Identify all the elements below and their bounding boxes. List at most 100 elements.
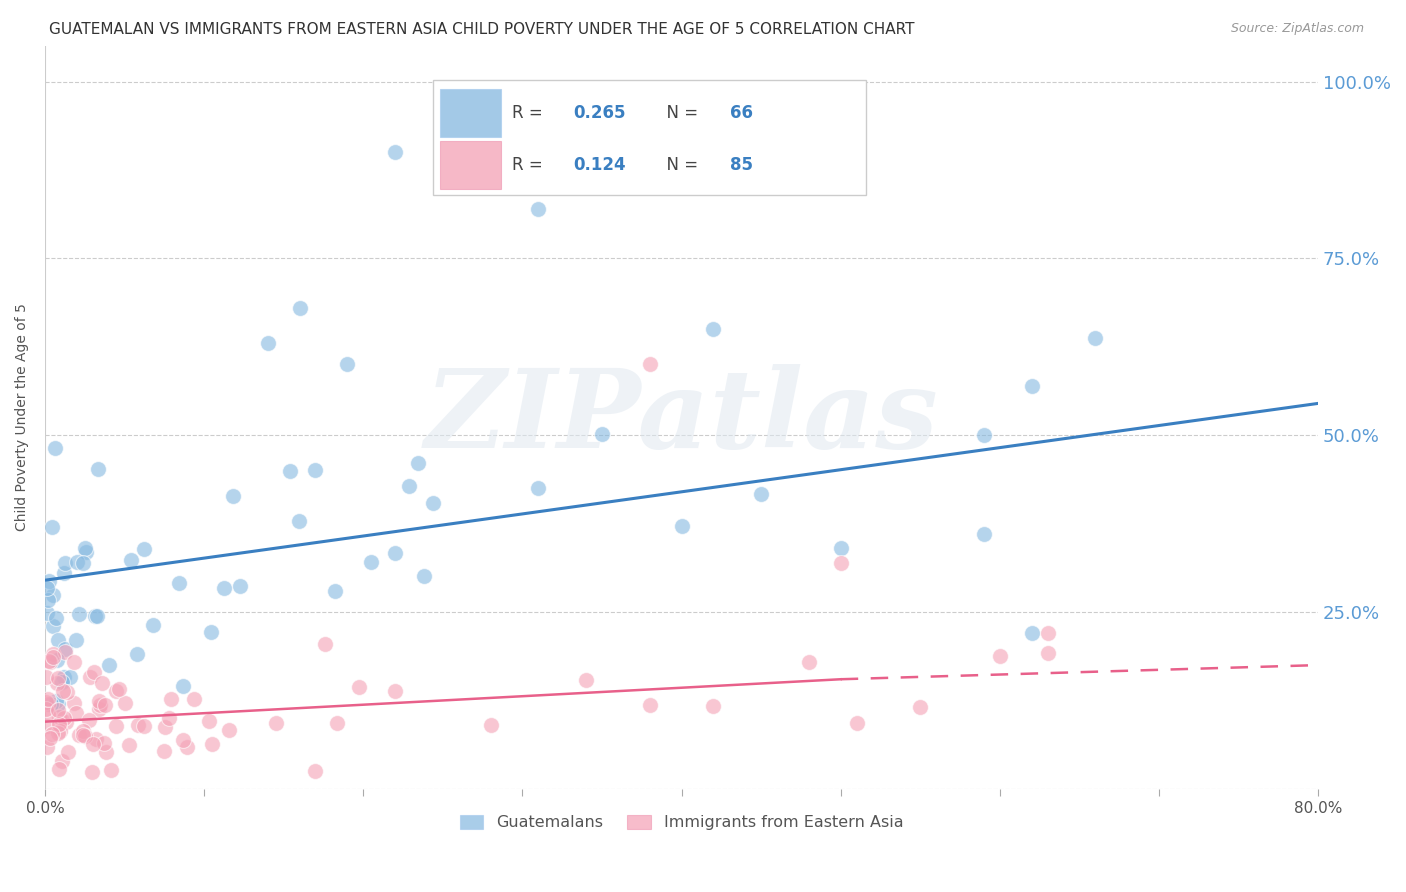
Point: [35, 670, 58, 684]
Point: [72, 723, 94, 738]
Point: [72, 728, 94, 742]
Point: [167, 576, 190, 591]
Point: [79, 670, 101, 684]
Point: [67, 728, 90, 742]
Point: [527, 481, 550, 495]
Point: [314, 637, 336, 651]
Point: [75, 541, 97, 555]
Point: [37, 692, 59, 706]
Point: [83, 665, 105, 680]
Point: [304, 463, 326, 477]
Point: [304, 764, 326, 778]
Text: 0.124: 0.124: [574, 156, 626, 174]
Point: [37, 593, 59, 607]
Point: [46, 633, 69, 648]
Point: [86, 608, 108, 623]
Point: [72, 556, 94, 570]
Point: [114, 696, 136, 710]
Point: [360, 555, 382, 569]
Point: [229, 579, 252, 593]
Point: [42, 650, 65, 665]
Point: [46, 653, 69, 667]
Text: N =: N =: [657, 104, 703, 122]
Point: [198, 714, 221, 728]
Point: [105, 684, 128, 698]
Point: [35, 739, 58, 754]
Point: [278, 464, 301, 478]
Point: [120, 553, 142, 567]
Point: [527, 202, 550, 216]
Point: [89, 698, 111, 712]
Point: [63, 655, 86, 669]
Point: [39, 731, 62, 746]
FancyBboxPatch shape: [440, 141, 501, 189]
Point: [591, 426, 613, 441]
Point: [48, 762, 70, 776]
Point: [75, 729, 97, 743]
Text: 0.265: 0.265: [574, 104, 626, 122]
Point: [118, 738, 141, 752]
Point: [42, 619, 65, 633]
Point: [82, 737, 104, 751]
Point: [45, 676, 67, 690]
Point: [973, 428, 995, 442]
Point: [287, 514, 309, 528]
Text: R =: R =: [512, 104, 548, 122]
Point: [82, 764, 104, 779]
Point: [38, 654, 60, 668]
Point: [384, 684, 406, 698]
Point: [65, 633, 87, 648]
Point: [200, 625, 222, 640]
Point: [107, 681, 129, 696]
Point: [84, 732, 107, 747]
Point: [98, 658, 121, 673]
Point: [52, 683, 75, 698]
Point: [398, 479, 420, 493]
Point: [1036, 626, 1059, 640]
Point: [212, 581, 235, 595]
Point: [160, 691, 183, 706]
Point: [749, 487, 772, 501]
Text: Source: ZipAtlas.com: Source: ZipAtlas.com: [1230, 22, 1364, 36]
Point: [84, 608, 107, 623]
Point: [65, 706, 87, 721]
Point: [93, 736, 115, 750]
Point: [412, 568, 434, 582]
Point: [973, 527, 995, 541]
Point: [89, 702, 111, 716]
Point: [46, 703, 69, 717]
Point: [134, 542, 156, 557]
Point: [288, 301, 311, 315]
Point: [845, 716, 868, 731]
Text: 66: 66: [730, 104, 754, 122]
Point: [988, 648, 1011, 663]
Point: [176, 739, 198, 754]
Legend: Guatemalans, Immigrants from Eastern Asia: Guatemalans, Immigrants from Eastern Asi…: [453, 808, 910, 837]
Point: [384, 145, 406, 160]
Point: [37, 697, 59, 711]
Point: [48, 716, 70, 731]
Text: N =: N =: [657, 156, 703, 174]
Point: [35, 581, 58, 595]
Point: [183, 691, 205, 706]
Point: [93, 698, 115, 712]
Text: ZIPatlas: ZIPatlas: [425, 364, 938, 471]
Text: GUATEMALAN VS IMMIGRANTS FROM EASTERN ASIA CHILD POVERTY UNDER THE AGE OF 5 CORR: GUATEMALAN VS IMMIGRANTS FROM EASTERN AS…: [49, 22, 915, 37]
Point: [41, 520, 63, 534]
Point: [222, 489, 245, 503]
Point: [41, 726, 63, 740]
Point: [55, 714, 77, 729]
Point: [86, 462, 108, 476]
Point: [35, 702, 58, 716]
Point: [94, 745, 117, 759]
Point: [44, 441, 66, 455]
Point: [325, 583, 347, 598]
Point: [52, 711, 75, 725]
Point: [53, 556, 76, 570]
Point: [42, 648, 65, 662]
Point: [797, 655, 820, 669]
Point: [702, 698, 724, 713]
Point: [45, 694, 67, 708]
Point: [35, 606, 58, 620]
Point: [264, 716, 287, 731]
